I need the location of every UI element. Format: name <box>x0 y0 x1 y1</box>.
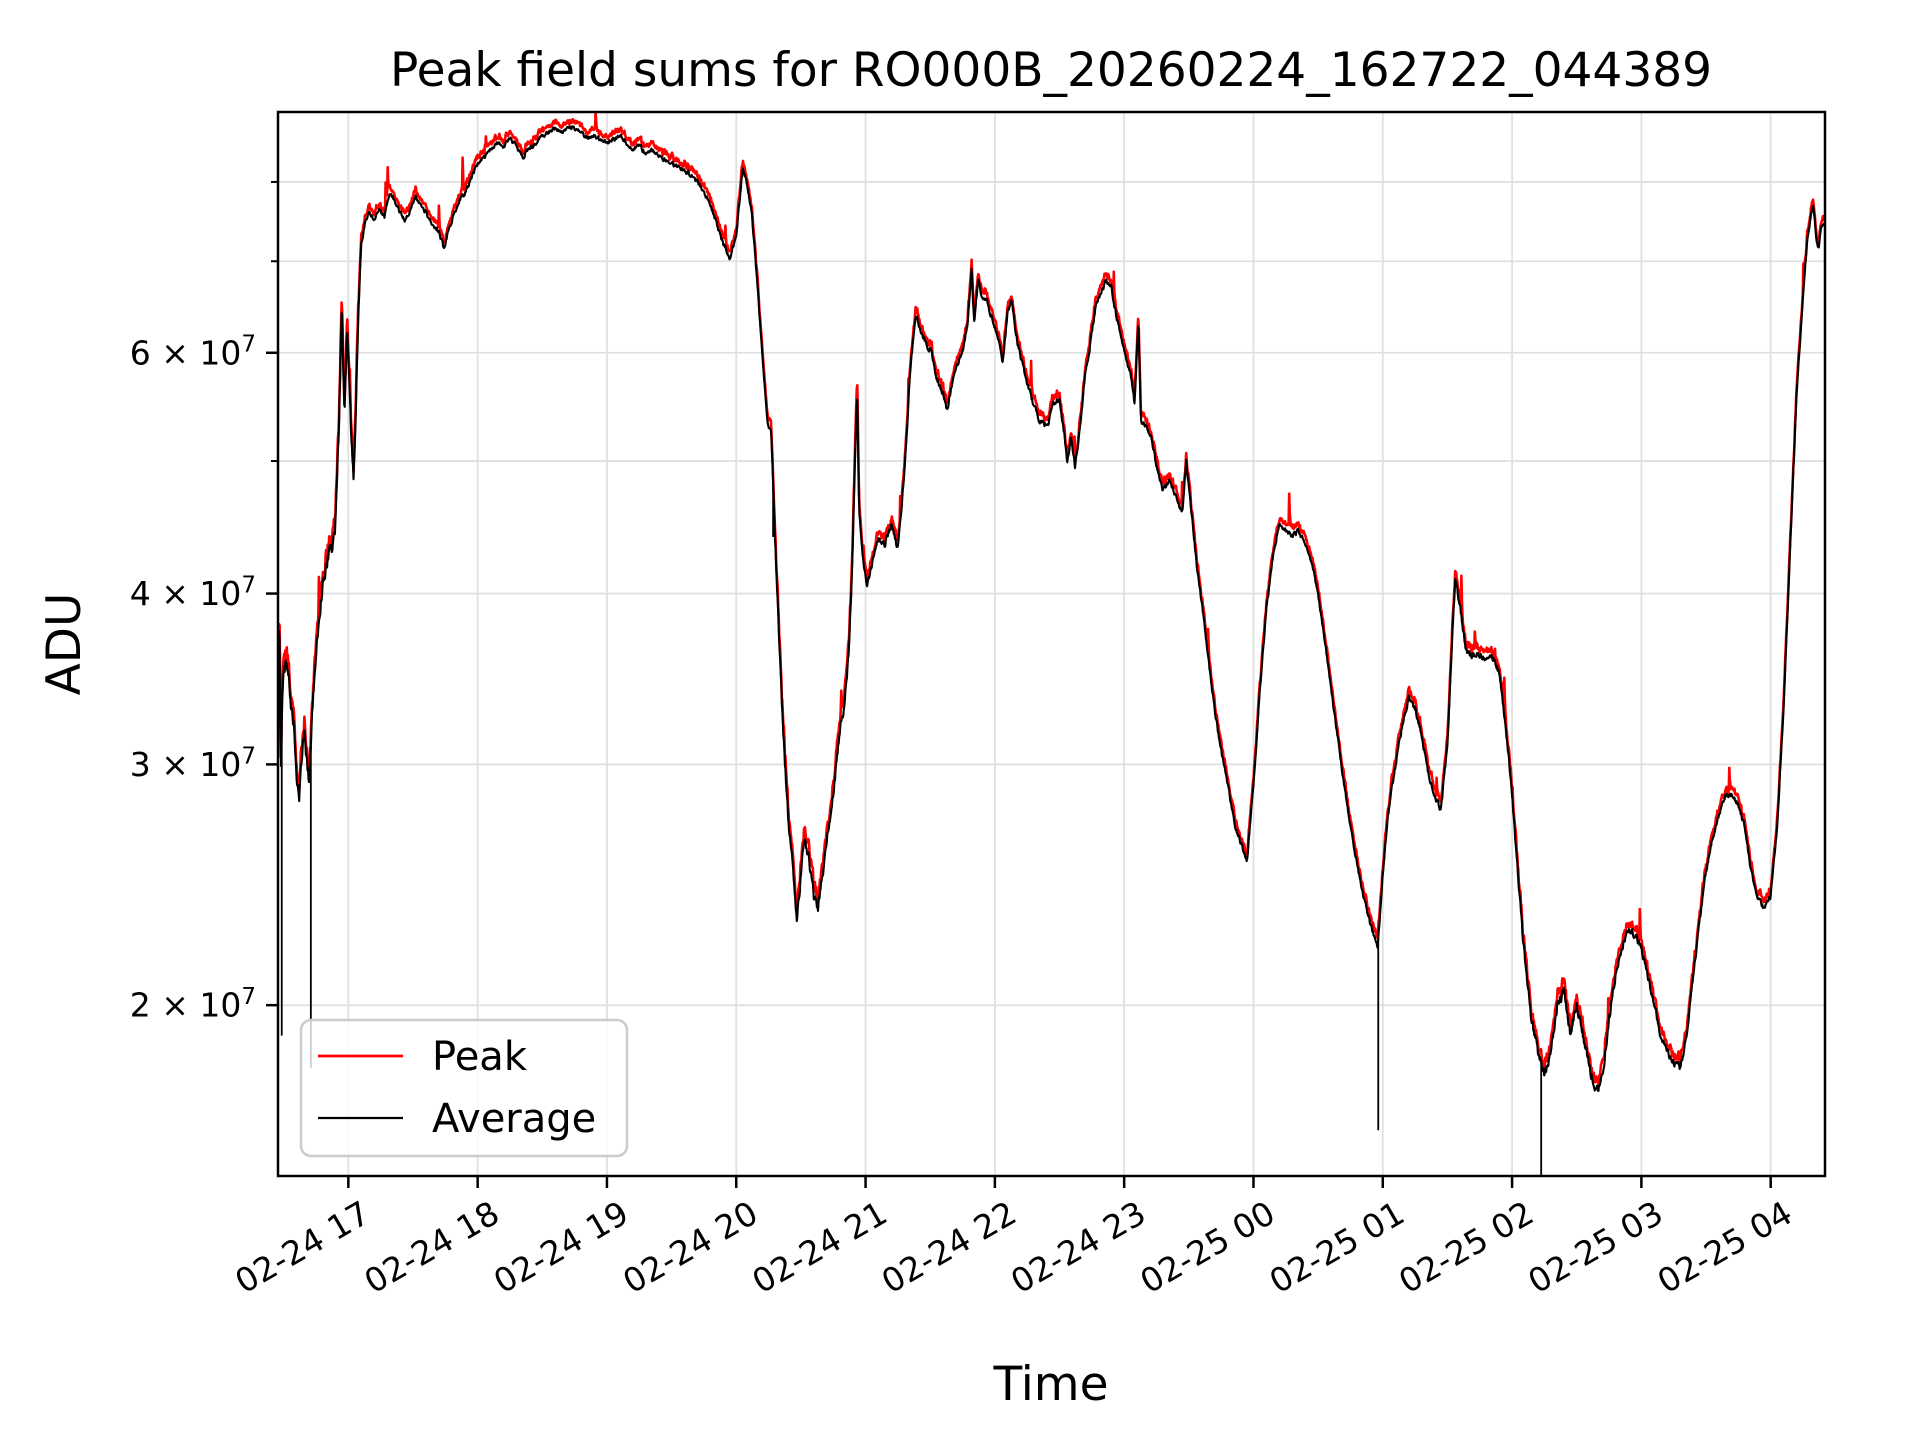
x-tick-label: 02-25 00 <box>1133 1193 1281 1301</box>
x-tick-label: 02-24 22 <box>875 1193 1023 1301</box>
grid-layer <box>278 112 1825 1176</box>
y-tick-label: 2 × 107 <box>130 984 256 1025</box>
x-tick-label: 02-24 23 <box>1004 1193 1152 1301</box>
series-average-line <box>278 125 1825 1092</box>
axes-frame <box>276 110 1827 1178</box>
y-axis-label: ADU <box>37 593 92 696</box>
x-tick-label: 02-25 04 <box>1651 1193 1799 1301</box>
axes-spines <box>276 110 1827 1178</box>
x-tick-label: 02-24 18 <box>358 1193 506 1301</box>
x-tick-label: 02-25 03 <box>1521 1193 1669 1301</box>
y-tick-label: 4 × 107 <box>130 572 256 613</box>
legend-box <box>299 1018 629 1158</box>
x-tick-label: 02-24 21 <box>746 1193 894 1301</box>
y-tick-label: 3 × 107 <box>130 743 256 784</box>
legend-label-average: Average <box>432 1096 596 1142</box>
x-tick-label: 02-24 20 <box>616 1193 764 1301</box>
x-tick-label: 02-24 19 <box>487 1193 635 1301</box>
legend: Peak Average <box>299 1018 629 1158</box>
chart-title: Peak field sums for RO000B_20260224_1627… <box>390 43 1712 98</box>
data-layer <box>278 112 1825 1176</box>
y-tick-label: 6 × 107 <box>130 332 256 373</box>
series-peak-line <box>278 112 1825 1086</box>
legend-label-peak: Peak <box>432 1034 528 1080</box>
x-tick-label: 02-25 02 <box>1392 1193 1540 1301</box>
x-tick-label: 02-25 01 <box>1263 1193 1411 1301</box>
x-axis-label: Time <box>992 1357 1108 1412</box>
x-tick-label: 02-24 17 <box>228 1193 376 1301</box>
